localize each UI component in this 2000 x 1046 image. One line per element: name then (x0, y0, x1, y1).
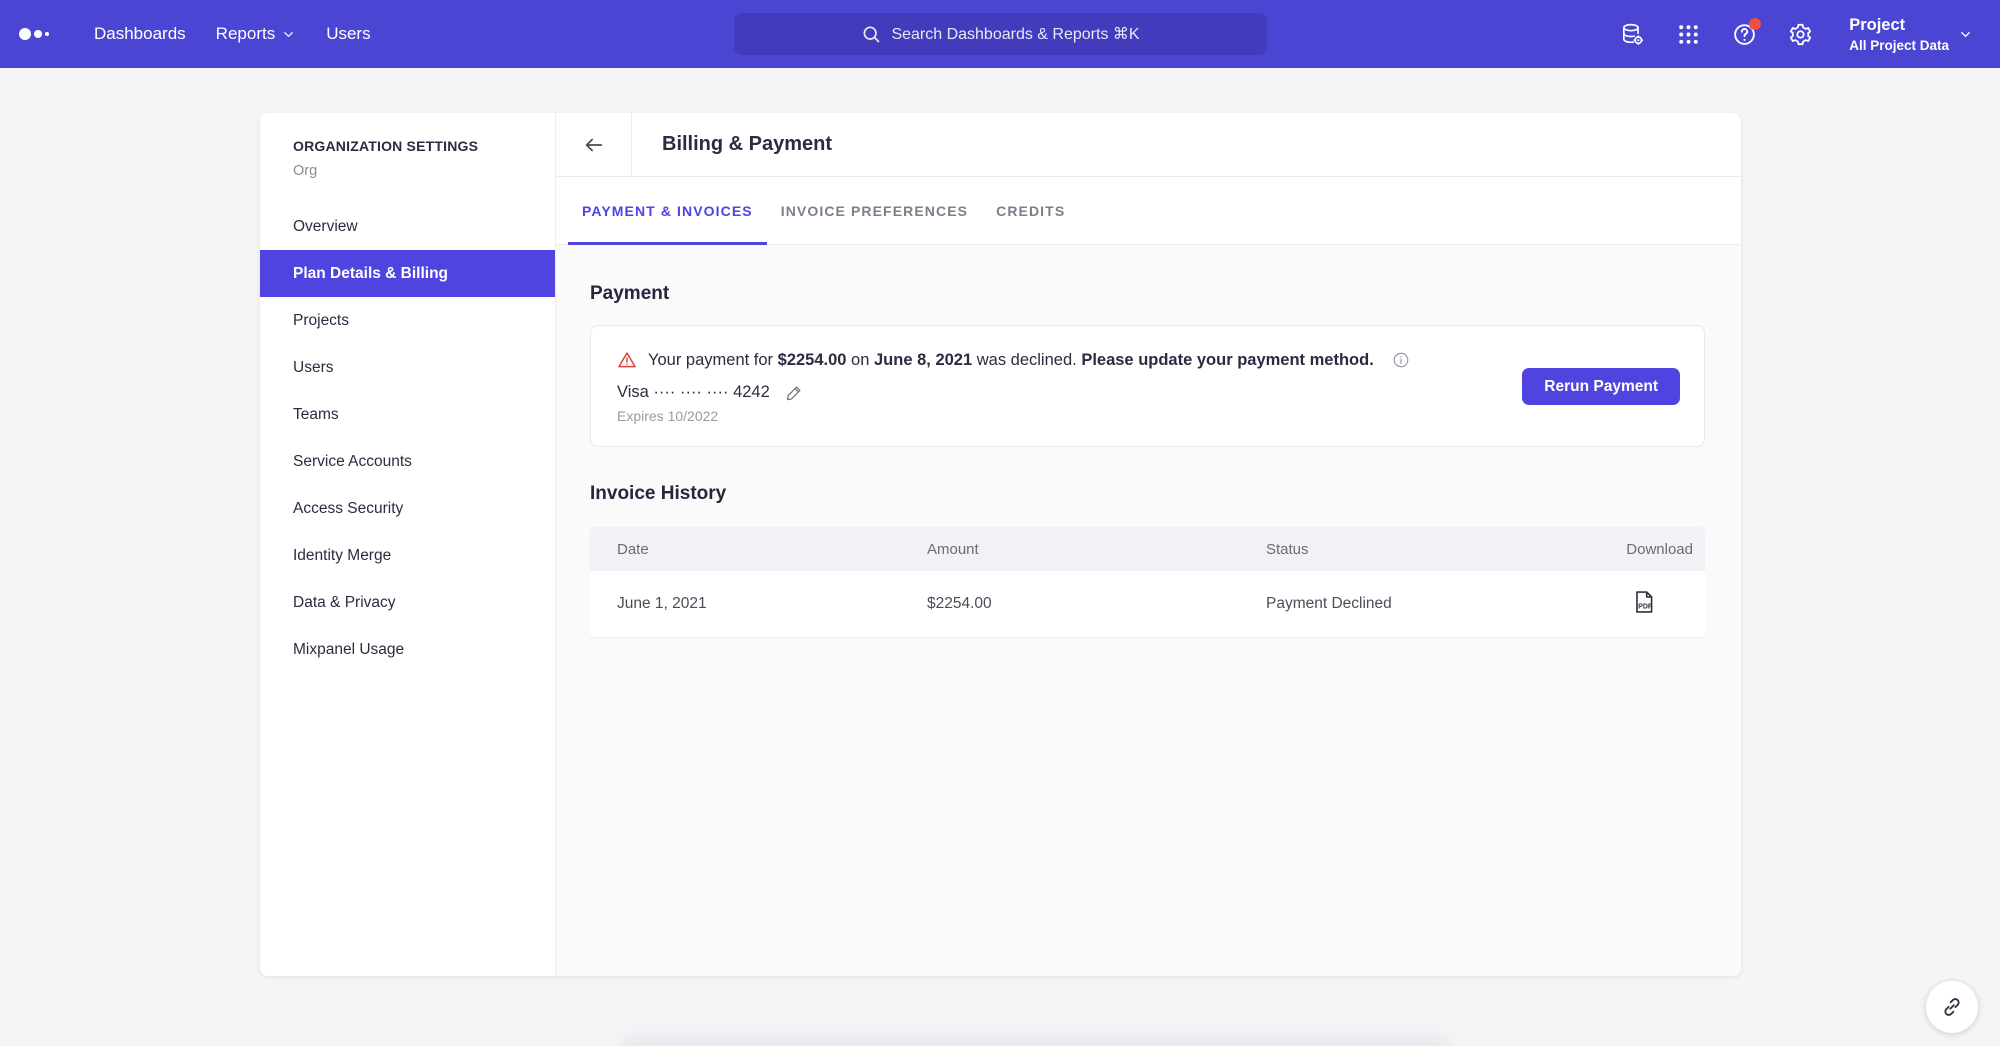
logo-dot (45, 32, 49, 36)
billing-tabs: PAYMENT & INVOICES INVOICE PREFERENCES C… (556, 177, 1741, 245)
sidebar-item-plan-details-billing[interactable]: Plan Details & Billing (260, 250, 555, 297)
sidebar-item-teams[interactable]: Teams (293, 406, 339, 423)
rerun-payment-button[interactable]: Rerun Payment (1522, 368, 1680, 405)
billing-main-panel: Billing & Payment PAYMENT & INVOICES INV… (556, 113, 1741, 976)
database-gear-icon (1620, 22, 1645, 47)
nav-item-label: Reports (215, 24, 276, 43)
sidebar-item-projects[interactable]: Projects (293, 312, 349, 329)
page-title: Billing & Payment (662, 133, 833, 155)
chevron-down-icon (281, 27, 296, 42)
notification-badge (1749, 18, 1762, 30)
page-header: Billing & Payment (556, 113, 1741, 177)
arrow-left-icon (583, 134, 605, 156)
help-icon (1732, 22, 1757, 47)
download-pdf-button[interactable]: PDF (1631, 589, 1657, 615)
nav-item-users[interactable]: Users (326, 24, 370, 44)
payment-method: Visa ···· ···· ···· 4242 (617, 383, 770, 401)
payment-expiry: Expires 10/2022 (617, 408, 719, 424)
gear-icon (1788, 22, 1813, 47)
sidebar-item-mixpanel-usage[interactable]: Mixpanel Usage (293, 641, 405, 658)
alert-text: Your payment for $2254.00 on June 8, 202… (648, 351, 1374, 370)
project-switcher[interactable]: Project All Project Data (1849, 16, 1973, 53)
invoice-date: June 1, 2021 (617, 595, 707, 612)
share-link-button[interactable] (1926, 981, 1978, 1033)
edit-payment-method-icon[interactable] (785, 383, 804, 402)
svg-text:PDF: PDF (1638, 603, 1653, 610)
nav-item-label: Users (326, 24, 371, 43)
column-header-amount: Amount (927, 540, 979, 558)
sidebar-item-identity-merge[interactable]: Identity Merge (293, 547, 392, 564)
sidebar-item-access-security[interactable]: Access Security (293, 500, 404, 517)
payment-declined-alert: Your payment for $2254.00 on June 8, 202… (617, 350, 1680, 370)
alert-segment: on (846, 350, 874, 369)
warning-icon (618, 352, 636, 368)
alert-segment: Your payment for (648, 350, 778, 369)
data-management-button[interactable] (1619, 21, 1645, 47)
nav-item-reports[interactable]: Reports (216, 24, 297, 44)
payment-method-row: Visa ···· ···· ···· 4242 (617, 383, 1680, 402)
pdf-icon: PDF (1636, 590, 1653, 613)
nav-item-dashboards[interactable]: Dashboards (94, 24, 186, 44)
help-button[interactable] (1731, 18, 1762, 47)
alert-action: Please update your payment method. (1081, 350, 1374, 369)
logo-dot (19, 28, 31, 40)
column-header-download: Download (1626, 540, 1693, 558)
project-value: All Project Data (1849, 37, 1949, 53)
sidebar-item-users[interactable]: Users (293, 359, 334, 376)
nav-item-label: Dashboards (94, 24, 186, 43)
mixpanel-logo[interactable] (19, 28, 49, 40)
sidebar-item-data-privacy[interactable]: Data & Privacy (293, 594, 396, 611)
invoice-table: Date Amount Status Download June 1, 2021… (590, 527, 1705, 638)
project-label: Project (1849, 15, 1906, 34)
tab-credits[interactable]: CREDITS (996, 202, 1066, 219)
project-lines: Project All Project Data (1849, 16, 1949, 53)
invoice-amount: $2254.00 (927, 595, 992, 612)
tab-content: Payment Your payment for $2254.00 on Jun… (556, 245, 1741, 976)
settings-button[interactable] (1787, 21, 1813, 47)
invoice-table-header: Date Amount Status Download (590, 527, 1705, 571)
tab-payment-invoices[interactable]: PAYMENT & INVOICES (568, 177, 767, 245)
link-icon (1940, 995, 1964, 1019)
bottom-panel-shadow (620, 1036, 1450, 1046)
alert-amount: $2254.00 (777, 350, 847, 369)
column-header-status: Status (1266, 540, 1309, 558)
invoice-history-title: Invoice History (590, 483, 727, 504)
sidebar-org-name: Org (293, 163, 318, 179)
top-nav: Dashboards Reports Users Search Dashboar… (0, 0, 2000, 68)
alert-date: June 8, 2021 (874, 350, 973, 369)
invoice-download-cell: PDF (1555, 589, 1705, 620)
sidebar-items: Overview Plan Details & Billing Projects… (260, 203, 555, 673)
search-input[interactable]: Search Dashboards & Reports ⌘K (734, 13, 1267, 55)
column-header-date: Date (617, 540, 649, 558)
chevron-down-icon (1958, 27, 1973, 42)
logo-dot (34, 30, 42, 38)
back-button[interactable] (556, 113, 632, 177)
payment-section-title: Payment (590, 283, 670, 304)
alert-segment: was declined. (972, 350, 1082, 369)
tab-invoice-preferences[interactable]: INVOICE PREFERENCES (780, 202, 969, 219)
apps-grid-button[interactable] (1675, 21, 1701, 47)
sidebar-item-overview[interactable]: Overview (293, 218, 358, 235)
sidebar-item-service-accounts[interactable]: Service Accounts (293, 453, 412, 470)
info-icon[interactable] (1392, 351, 1410, 369)
search-icon (861, 24, 881, 44)
payment-card: Your payment for $2254.00 on June 8, 202… (590, 325, 1705, 447)
table-row: June 1, 2021 $2254.00 Payment Declined P… (590, 571, 1705, 638)
apps-grid-icon (1676, 22, 1701, 47)
invoice-status: Payment Declined (1266, 595, 1392, 612)
settings-card: ORGANIZATION SETTINGS Org Overview Plan … (260, 113, 1741, 976)
org-settings-sidebar: ORGANIZATION SETTINGS Org Overview Plan … (260, 113, 556, 976)
sidebar-title: ORGANIZATION SETTINGS (293, 138, 479, 154)
top-right-actions: Project All Project Data (1619, 0, 1973, 68)
search-placeholder: Search Dashboards & Reports ⌘K (891, 26, 1140, 43)
